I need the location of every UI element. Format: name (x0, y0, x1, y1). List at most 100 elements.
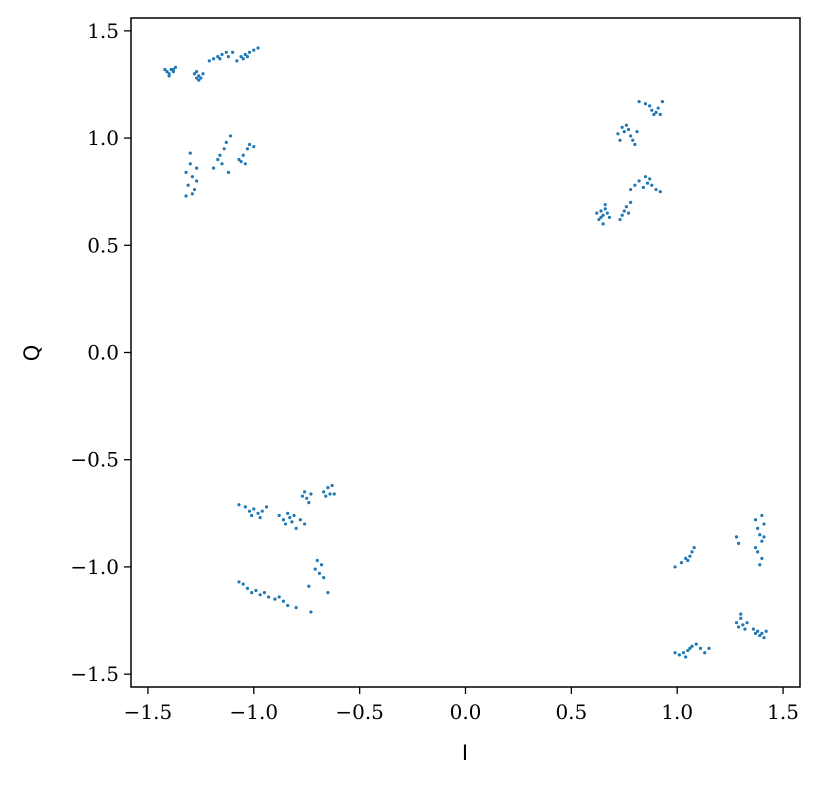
data-point-1 (165, 70, 169, 74)
data-point-65 (599, 215, 603, 220)
data-point-165 (762, 522, 766, 526)
data-point-55 (239, 160, 243, 164)
data-point-76 (645, 181, 650, 185)
data-point-186 (741, 623, 745, 627)
data-point-178 (694, 642, 698, 646)
data-point-122 (305, 496, 309, 500)
data-point-99 (660, 100, 664, 104)
data-point-170 (762, 535, 766, 539)
data-point-101 (237, 503, 241, 507)
data-point-147 (315, 558, 319, 563)
data-point-80 (643, 175, 648, 179)
data-point-152 (673, 565, 677, 569)
data-point-157 (692, 546, 696, 550)
data-point-16 (211, 57, 216, 61)
y-axis-label: Q (20, 345, 44, 362)
data-point-12 (201, 72, 205, 76)
data-point-182 (684, 655, 688, 659)
data-point-153 (679, 561, 684, 565)
data-point-30 (241, 57, 245, 61)
data-point-160 (737, 541, 741, 545)
data-point-53 (247, 142, 252, 147)
data-point-148 (317, 571, 322, 575)
data-point-151 (326, 591, 330, 595)
data-point-180 (703, 651, 707, 655)
data-point-163 (758, 533, 762, 537)
data-point-44 (220, 162, 224, 166)
data-point-121 (303, 490, 307, 494)
data-point-146 (313, 567, 317, 571)
data-point-18 (220, 52, 224, 57)
x-tick-label-2: −0.5 (335, 700, 384, 724)
data-point-60 (603, 207, 607, 211)
data-point-159 (734, 535, 739, 539)
data-point-175 (686, 648, 690, 653)
data-point-154 (684, 556, 688, 560)
data-point-187 (743, 627, 747, 631)
data-point-19 (224, 50, 228, 54)
data-point-145 (309, 610, 313, 614)
data-point-72 (629, 187, 633, 192)
data-point-183 (734, 621, 739, 625)
data-point-128 (328, 492, 332, 496)
data-point-69 (626, 211, 631, 215)
data-point-181 (707, 646, 711, 651)
data-point-84 (622, 130, 626, 134)
x-axis-ticks: −1.5 −1.0 −0.5 0.0 0.5 1.0 1.5 (124, 687, 799, 724)
data-point-116 (294, 526, 298, 530)
data-point-31 (184, 170, 188, 174)
data-point-98 (658, 112, 662, 117)
data-point-150 (322, 576, 326, 580)
data-point-96 (652, 112, 656, 117)
x-tick-label-6: 1.5 (767, 700, 799, 724)
data-point-139 (273, 597, 277, 601)
data-point-7 (171, 67, 175, 72)
data-point-143 (294, 606, 298, 610)
data-point-155 (688, 554, 692, 558)
data-point-176 (688, 646, 692, 651)
data-point-32 (186, 183, 190, 187)
data-point-35 (192, 187, 197, 192)
data-point-21 (226, 55, 230, 59)
data-point-95 (650, 108, 654, 112)
data-point-141 (281, 599, 286, 603)
data-point-90 (618, 138, 622, 142)
data-point-131 (237, 580, 241, 584)
data-point-45 (222, 147, 226, 151)
data-point-36 (195, 179, 199, 183)
data-point-86 (626, 127, 631, 132)
data-point-46 (224, 140, 228, 144)
data-point-57 (597, 217, 601, 222)
x-tick-label-1: −1.0 (230, 700, 279, 724)
x-tick-label-5: 1.0 (661, 700, 693, 724)
data-point-27 (252, 48, 256, 52)
data-point-149 (319, 563, 324, 567)
data-point-48 (228, 134, 233, 138)
data-point-196 (764, 629, 768, 633)
data-point-75 (641, 185, 645, 189)
data-point-124 (309, 492, 313, 496)
data-point-130 (332, 492, 336, 496)
data-point-64 (603, 202, 607, 207)
data-point-190 (751, 627, 756, 631)
data-point-162 (756, 526, 760, 530)
data-point-89 (633, 142, 637, 147)
data-point-112 (286, 511, 290, 515)
y-tick-label-4: 0.5 (87, 233, 119, 257)
data-point-106 (260, 509, 264, 513)
data-point-33 (188, 162, 192, 166)
data-points (163, 46, 768, 659)
data-point-81 (648, 177, 652, 181)
data-point-52 (245, 147, 250, 151)
x-tick-label-4: 0.5 (555, 700, 587, 724)
y-tick-label-3: 0.0 (87, 341, 119, 365)
data-point-68 (624, 205, 629, 209)
data-point-172 (673, 651, 677, 655)
data-point-78 (654, 187, 658, 192)
data-point-29 (245, 55, 250, 59)
data-point-23 (235, 59, 239, 63)
data-point-15 (207, 59, 211, 63)
data-point-26 (247, 50, 252, 54)
data-point-25 (243, 52, 247, 57)
